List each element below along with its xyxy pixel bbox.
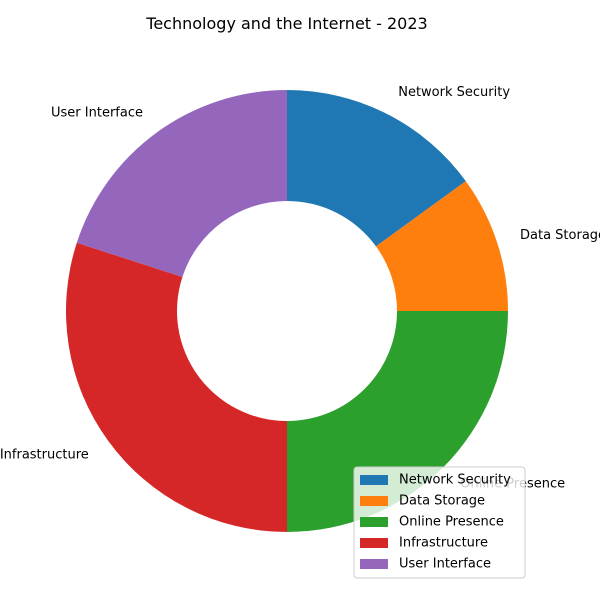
legend-swatch-infrastructure bbox=[360, 538, 388, 548]
legend-label-user-interface: User Interface bbox=[399, 557, 491, 572]
slice-label-network-security: Network Security bbox=[398, 85, 510, 100]
legend-label-infrastructure: Infrastructure bbox=[399, 536, 488, 551]
slice-user-interface bbox=[76, 90, 287, 278]
legend-frame bbox=[353, 466, 526, 579]
slices-group bbox=[65, 90, 508, 532]
slice-infrastructure bbox=[65, 242, 287, 532]
chart-title: Technology and the Internet - 2023 bbox=[145, 14, 427, 33]
legend-swatch-user-interface bbox=[360, 559, 388, 569]
legend-label-online-presence: Online Presence bbox=[399, 515, 504, 530]
slice-label-data-storage: Data Storage bbox=[520, 228, 600, 243]
legend-swatch-data-storage bbox=[360, 496, 388, 506]
slice-online-presence bbox=[287, 311, 508, 532]
slice-network-security bbox=[287, 90, 466, 247]
legend: Network Security Data Storage Online Prese… bbox=[353, 466, 526, 579]
legend-label-data-storage: Data Storage bbox=[399, 494, 485, 509]
legend-swatch-online-presence bbox=[360, 517, 388, 527]
slice-data-storage bbox=[375, 181, 508, 311]
slice-label-user-interface: User Interface bbox=[51, 105, 143, 120]
legend-swatch-network-security bbox=[360, 475, 388, 485]
slice-label-infrastructure: Infrastructure bbox=[0, 448, 89, 463]
legend-entries: Network Security Data Storage Online Prese… bbox=[360, 473, 511, 572]
legend-label-network-security: Network Security bbox=[399, 473, 511, 488]
